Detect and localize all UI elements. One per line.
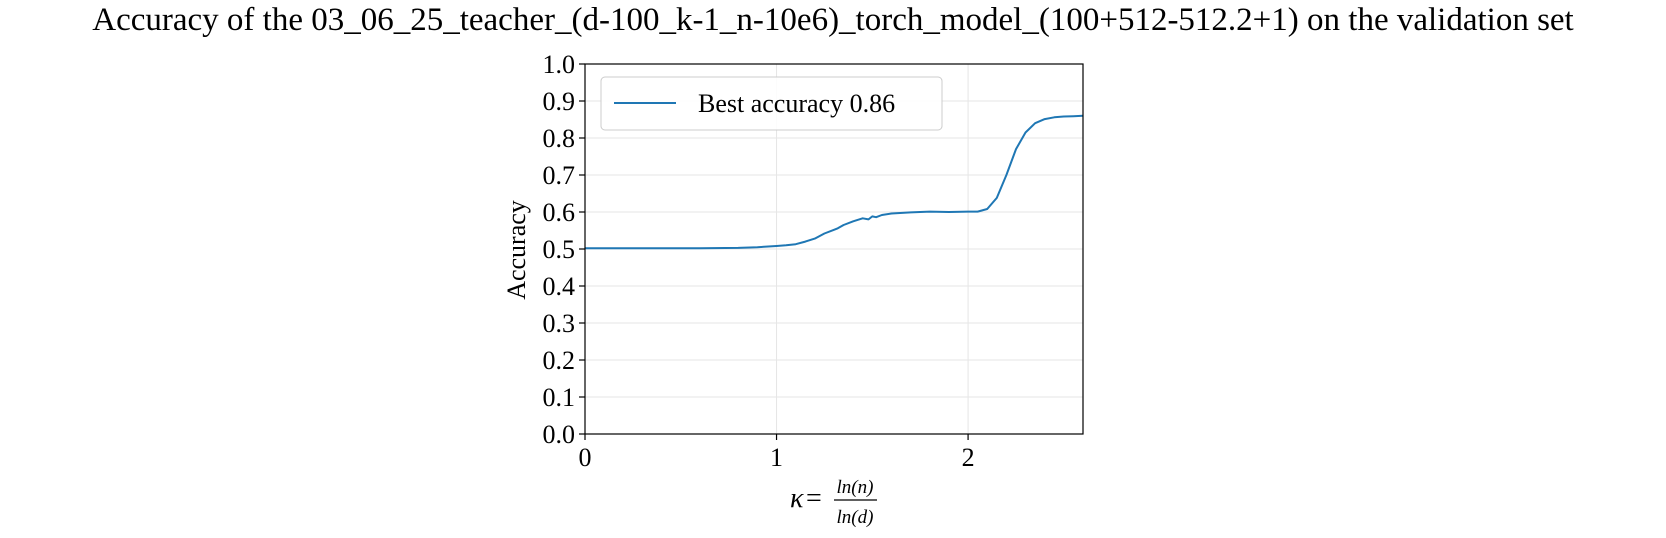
y-tick-label: 0.0	[543, 420, 576, 449]
y-tick-label: 0.6	[543, 198, 576, 227]
y-axis-label: Accuracy	[502, 200, 531, 300]
y-tick-label: 0.3	[543, 309, 576, 338]
x-tick-label: 0	[579, 443, 592, 472]
series-line-0	[585, 114, 1084, 250]
y-tick-label: 0.9	[543, 87, 576, 116]
chart-title: Accuracy of the 03_06_25_teacher_(d-100_…	[92, 2, 1574, 38]
y-tick-label: 0.5	[543, 235, 576, 264]
y-tick-label: 0.4	[543, 272, 576, 301]
x-axis-label-equals: =	[806, 483, 822, 514]
legend-label: Best accuracy 0.86	[698, 89, 895, 118]
legend-box	[600, 76, 943, 131]
series-group	[585, 114, 1084, 250]
x-axis-label-denominator: ln(d)	[837, 507, 874, 528]
y-tick-label: 0.7	[543, 161, 576, 190]
y-tick-label: 1.0	[543, 50, 576, 79]
y-tick-label: 0.2	[543, 346, 576, 375]
x-axis-label-numerator: ln(n)	[837, 477, 874, 498]
x-axis-label: κ = ln(n) ln(d)	[790, 477, 877, 528]
legend: Best accuracy 0.86	[600, 76, 943, 131]
y-tick-label: 0.8	[543, 124, 576, 153]
y-tick-label: 0.1	[543, 383, 576, 412]
x-axis-label-symbol: κ	[790, 483, 804, 514]
axis-ticks: 0.0 0.1 0.2 0.3 0.4 0.5 0.6 0.7 0.8 0.9 1.0 0 1 2	[543, 50, 975, 472]
x-tick-label: 2	[962, 443, 975, 472]
x-tick-label: 1	[770, 443, 783, 472]
